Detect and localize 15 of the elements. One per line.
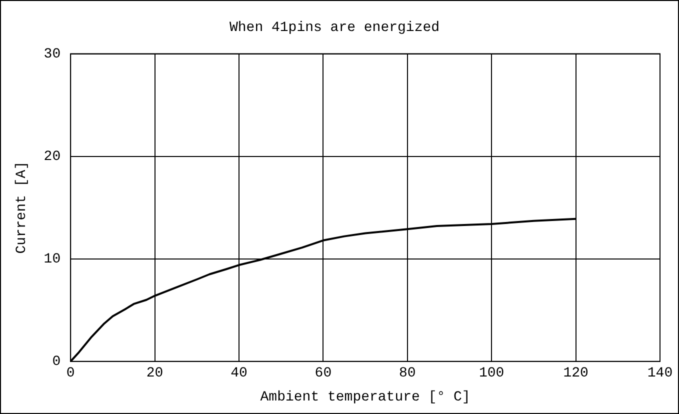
x-tick-label: 40: [230, 366, 248, 382]
x-tick-label: 0: [66, 366, 75, 382]
x-tick-label: 20: [146, 366, 164, 382]
chart-title: When 41pins are energized: [229, 20, 440, 36]
x-tick-label: 100: [478, 366, 504, 382]
y-tick-label: 0: [52, 354, 61, 370]
x-tick-label: 60: [314, 366, 332, 382]
x-tick-label: 120: [563, 366, 588, 382]
y-axis-title: Current [A]: [14, 161, 30, 254]
x-tick-label: 80: [398, 366, 416, 382]
y-tick-label: 30: [44, 46, 61, 63]
x-tick-label: 140: [647, 366, 673, 382]
y-tick-label: 10: [44, 252, 61, 268]
y-tick-label: 20: [44, 149, 61, 166]
x-axis-title: Ambient temperature [° C]: [260, 389, 470, 406]
